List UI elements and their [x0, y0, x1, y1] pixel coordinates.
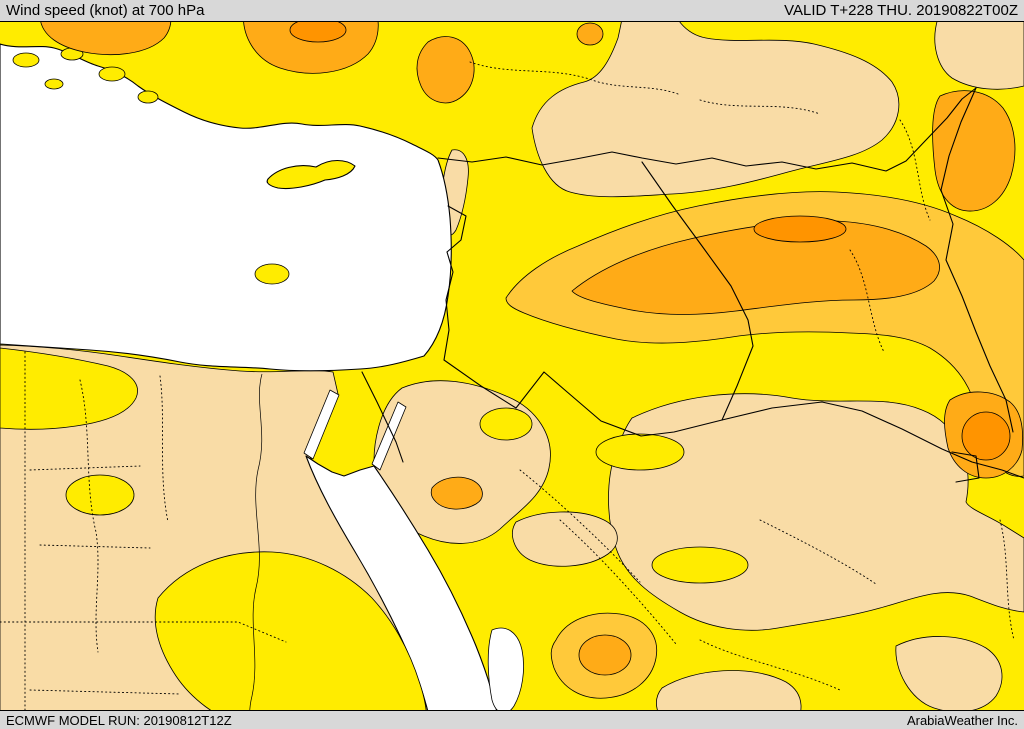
admin-iran-2 [999, 519, 1015, 641]
orange-blob-northeast [932, 90, 1016, 212]
cyprus-island [266, 159, 356, 190]
title-bar: Wind speed (knot) at 700 hPa VALID T+228… [0, 0, 1024, 22]
yellow-hole-jordan [479, 407, 533, 441]
border-egypt-israel [361, 371, 404, 463]
border-jordan-valley [443, 251, 454, 361]
border-egypt-sudan [0, 621, 287, 643]
rivers [249, 373, 263, 729]
admin-egypt-4 [39, 544, 151, 549]
border-kuwait [951, 451, 980, 483]
red-sea-south-lobe [487, 627, 524, 714]
calm-wind-regions [0, 43, 524, 729]
admin-turkey-1 [469, 61, 679, 95]
orange-spot-turkey-small [576, 22, 604, 46]
aegean-island-3 [98, 66, 126, 82]
yellow-wind-regions [0, 47, 749, 729]
admin-egypt-5 [29, 689, 181, 695]
valid-time-label: VALID T+228 THU. 20190822T00Z [784, 2, 1018, 19]
yellow-spot-egypt [65, 474, 135, 516]
admin-borders-dotted [0, 61, 1015, 729]
orange-blob-south-core [578, 634, 632, 676]
gulf-of-suez [303, 389, 340, 460]
jet-max-west [753, 215, 847, 243]
yellow-contour-over-sea [254, 263, 290, 285]
admin-turkey-2 [699, 99, 821, 115]
info-bar: ECMWF MODEL RUN: 20190812T12Z ArabiaWeat… [0, 710, 1024, 729]
border-syria-iraq [641, 161, 754, 347]
yellow-tongue-iraq [595, 433, 685, 471]
brand-label: ArabiaWeather Inc. [906, 712, 1018, 728]
jet-band-core [571, 220, 940, 315]
border-iraq-iran [940, 87, 1014, 433]
aegean-island-4 [44, 78, 64, 90]
border-iraq-jordan [721, 345, 754, 421]
admin-egypt-1 [79, 379, 99, 653]
orange-spot-tabuk [430, 476, 483, 510]
yellow-region-south-egypt [154, 551, 428, 729]
tan-region-bottom-2 [895, 636, 1003, 713]
gulf-of-aqaba [371, 401, 407, 471]
admin-iraq-1 [849, 249, 885, 353]
admin-saudi-2 [559, 519, 677, 645]
admin-saudi-4 [759, 519, 877, 585]
tan-region-se-turkey [531, 0, 900, 198]
admin-egypt-3 [29, 465, 141, 471]
admin-saudi-1 [519, 469, 641, 583]
aegean-island-5 [137, 90, 159, 104]
yellow-region-west-edge [0, 347, 138, 430]
model-run-label: ECMWF MODEL RUN: 20190812T12Z [6, 712, 232, 728]
country-borders [361, 87, 1024, 483]
border-lebanon [446, 205, 467, 253]
orange-blob-turkey-3 [416, 36, 475, 104]
border-jordan-saudi-iraq-saudi [443, 359, 1024, 479]
border-turkey-syria-iraq [437, 87, 977, 172]
nile-river [249, 373, 263, 729]
aegean-island-1 [12, 52, 40, 68]
admin-saudi-3 [699, 639, 841, 691]
map-title: Wind speed (knot) at 700 hPa [6, 2, 205, 19]
mediterranean-sea [0, 43, 452, 372]
jet-max-east [961, 411, 1011, 461]
tan-region-topright-corner [934, 17, 1024, 90]
admin-egypt-2 [159, 375, 169, 523]
yellow-hole-saudi [651, 546, 749, 584]
tan-region-central-arabia [512, 511, 618, 567]
